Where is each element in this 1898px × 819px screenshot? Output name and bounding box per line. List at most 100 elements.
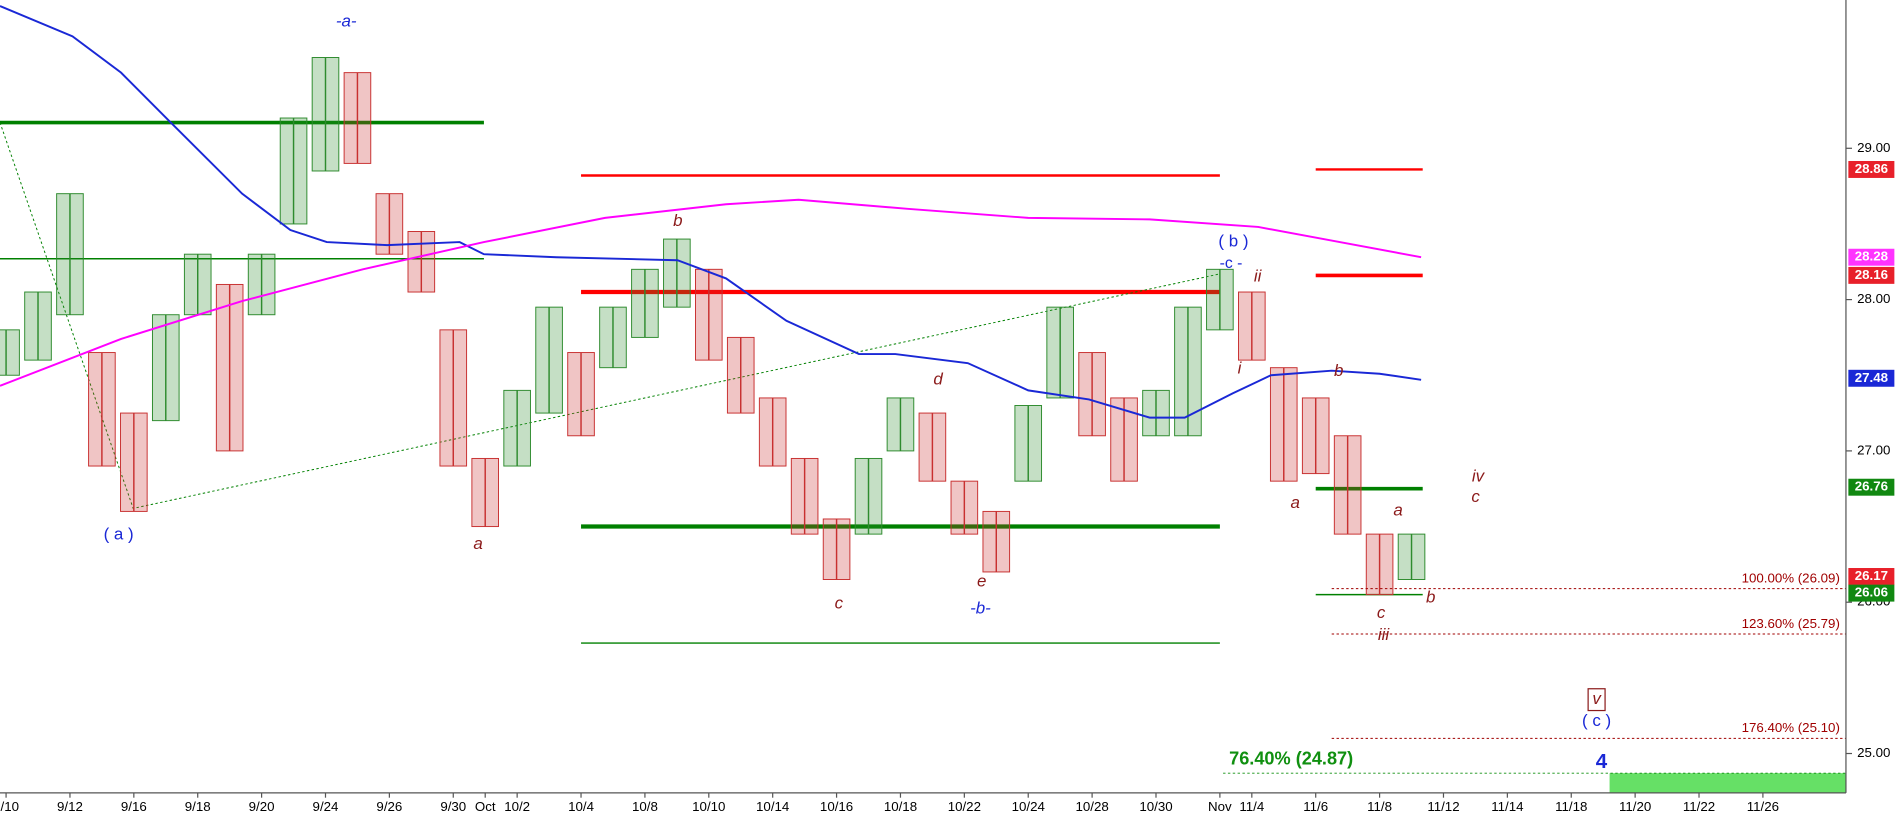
price-label-box — [1848, 584, 1895, 602]
price-bar — [631, 268, 659, 338]
price-bar — [918, 412, 947, 482]
y-tick-label: 28.00 — [1857, 291, 1890, 306]
price-bar — [599, 306, 627, 369]
price-bar — [1269, 367, 1298, 482]
price-range — [0, 329, 20, 376]
x-tick-label: 10/16 — [820, 799, 853, 814]
x-tick-label: 11/26 — [1747, 799, 1779, 814]
price-bar — [1046, 306, 1074, 399]
price-bar — [567, 352, 595, 437]
x-tick-label: 11/18 — [1555, 799, 1587, 814]
price-bar — [439, 329, 468, 467]
price-bar — [1110, 397, 1138, 482]
target-zone — [1609, 773, 1846, 793]
x-tick-label: 10/18 — [884, 799, 917, 814]
price-bar — [503, 389, 531, 467]
moving-average — [0, 5, 1422, 419]
wave-label: iv — [1472, 466, 1486, 485]
x-tick-label: 10/22 — [948, 799, 981, 814]
plot-area — [0, 5, 1846, 793]
price-bar — [120, 412, 148, 512]
x-tick-label: 11/14 — [1491, 799, 1523, 814]
x-tick-label: 11/22 — [1683, 799, 1715, 814]
price-bar — [215, 283, 244, 452]
price-bar — [886, 397, 915, 452]
price-label: 26.76 — [1855, 479, 1888, 494]
price-label-box — [1848, 369, 1895, 387]
price-label-box — [1848, 160, 1895, 178]
price-label: 28.28 — [1855, 249, 1888, 264]
price-bar — [407, 231, 436, 293]
price-label-box — [1848, 248, 1895, 266]
price-bar — [56, 193, 84, 316]
price-bar — [0, 329, 20, 376]
wave-label: -a- — [336, 11, 357, 30]
price-bar — [726, 336, 755, 414]
price-label: 26.06 — [1855, 585, 1888, 600]
wave-label: e — [977, 572, 986, 591]
price-bar — [663, 238, 691, 308]
x-tick-label: 11/8 — [1367, 799, 1392, 814]
wave-label: ( a ) — [104, 524, 134, 543]
fib-label: 100.00% (26.09) — [1742, 570, 1840, 585]
x-tick-label: 11/6 — [1303, 799, 1328, 814]
price-bar — [343, 72, 372, 164]
x-tick-label: 10/28 — [1075, 799, 1108, 814]
wave-label: iii — [1378, 625, 1391, 644]
price-label: 28.86 — [1855, 161, 1888, 176]
x-tick-label: 10/10 — [692, 799, 725, 814]
price-bar — [311, 57, 340, 172]
x-tick-label: 9/10 — [0, 799, 19, 814]
x-tick-label: Oct — [475, 799, 496, 814]
price-bar — [982, 510, 1011, 573]
x-tick-label: 11/20 — [1619, 799, 1651, 814]
y-tick-label: 27.00 — [1857, 442, 1890, 457]
price-bar — [1365, 533, 1394, 596]
price-bar — [854, 457, 883, 535]
price-bar — [790, 457, 819, 535]
price-bar — [1238, 291, 1266, 361]
price-bar — [822, 518, 851, 580]
wave-label: -b- — [970, 598, 991, 617]
x-tick-label: 10/2 — [504, 799, 530, 814]
x-tick-label: 10/24 — [1012, 799, 1045, 814]
x-tick-label: 10/30 — [1139, 799, 1172, 814]
wave-label: b — [673, 211, 682, 230]
fib-label: 176.40% (25.10) — [1742, 720, 1840, 735]
x-tick-label: Nov — [1208, 799, 1232, 814]
price-label: 28.16 — [1855, 267, 1888, 282]
price-bar — [183, 253, 212, 316]
x-tick-label: 11/4 — [1239, 799, 1264, 814]
price-label: 27.48 — [1855, 370, 1888, 385]
wave-label: a — [1290, 493, 1299, 512]
x-tick-label: 10/14 — [756, 799, 789, 814]
wave-label: b — [1334, 361, 1343, 380]
price-bar — [279, 117, 308, 225]
price-label-box — [1848, 478, 1895, 496]
x-tick-label: 9/20 — [249, 799, 275, 814]
wave-label: ii — [1254, 267, 1263, 286]
price-bar — [151, 314, 180, 422]
price-bar — [1206, 268, 1234, 331]
wave-box — [1587, 688, 1606, 712]
wave-label: ( c ) — [1582, 711, 1611, 730]
wave-label: i — [1238, 359, 1243, 378]
wave-label: v — [1592, 689, 1602, 708]
price-bar — [1397, 533, 1426, 580]
x-tick-label: 9/18 — [185, 799, 211, 814]
wave-label: c — [1377, 603, 1386, 622]
wave-label: -c - — [1220, 255, 1243, 272]
wave-label: a — [1393, 500, 1402, 519]
price-label: 26.17 — [1855, 568, 1888, 583]
price-bar — [950, 480, 979, 535]
price-bar — [88, 352, 116, 467]
price-bar — [247, 253, 276, 316]
price-bar — [1078, 352, 1106, 437]
x-tick-label: 11/12 — [1427, 799, 1459, 814]
price-bar — [1333, 435, 1362, 535]
y-tick-label: 25.00 — [1857, 745, 1890, 760]
wave-label: c — [1471, 487, 1480, 506]
wave-label: 4 — [1596, 750, 1608, 773]
